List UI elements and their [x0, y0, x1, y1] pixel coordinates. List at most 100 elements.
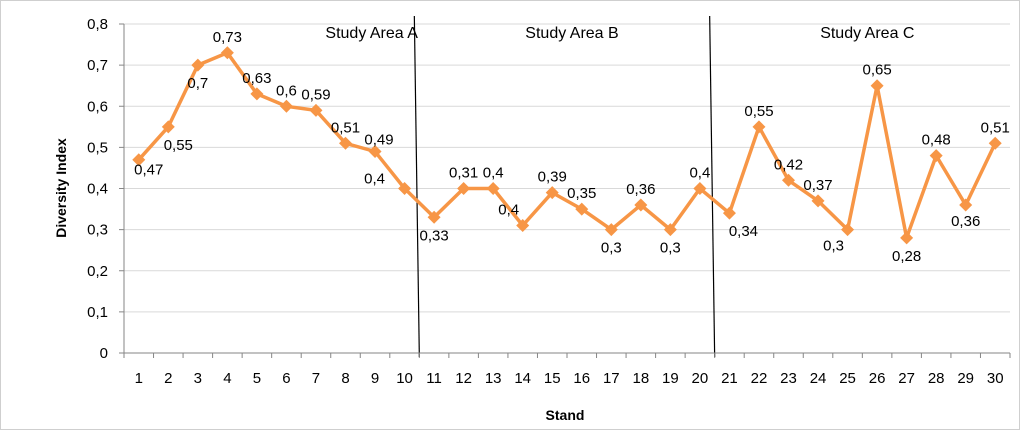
data-point [427, 210, 441, 224]
x-tick-label: 2 [164, 370, 172, 387]
data-point [575, 202, 589, 216]
x-tick-label: 12 [455, 370, 472, 387]
data-label: 0,65 [862, 62, 891, 79]
data-point [959, 198, 973, 212]
x-tick-label: 28 [928, 370, 945, 387]
data-point [782, 173, 795, 187]
x-tick-label: 23 [780, 370, 797, 387]
x-tick-label: 21 [721, 370, 738, 387]
x-tick-label: 11 [426, 370, 442, 387]
data-label: 0,31 [449, 165, 478, 182]
x-tick-label: 7 [312, 370, 320, 387]
data-label: 0,48 [922, 132, 951, 149]
data-label: 0,37 [803, 177, 832, 194]
data-point [486, 182, 500, 195]
x-tick-label: 8 [341, 370, 349, 387]
data-label: 0,35 [567, 185, 596, 202]
data-point [693, 182, 707, 195]
data-point [870, 79, 884, 93]
y-tick-label: 0,2 [87, 263, 108, 280]
data-label: 0,4 [364, 171, 385, 188]
data-point [929, 149, 943, 163]
data-point [841, 223, 855, 237]
y-axis-title: Diversity Index [53, 138, 69, 238]
data-label: 0,55 [164, 137, 193, 154]
data-point [161, 120, 175, 134]
data-label: 0,6 [276, 82, 297, 99]
y-tick-label: 0,4 [87, 181, 108, 198]
x-tick-label: 9 [371, 370, 379, 387]
data-label: 0,7 [187, 75, 208, 92]
x-tick-label: 19 [662, 370, 679, 387]
data-label: 0,4 [498, 202, 519, 219]
area-divider [709, 15, 716, 358]
data-label: 0,3 [660, 240, 681, 257]
data-label: 0,34 [729, 223, 758, 240]
area-divider [413, 15, 420, 358]
data-point [811, 194, 825, 208]
x-tick-label: 20 [692, 370, 709, 387]
x-tick-label: 10 [396, 370, 413, 387]
data-label: 0,3 [823, 238, 844, 255]
data-label: 0,39 [538, 169, 567, 186]
data-point [604, 223, 618, 237]
data-label: 0,33 [419, 227, 448, 244]
data-label: 0,3 [601, 240, 622, 257]
data-point [339, 136, 352, 150]
data-point [368, 144, 382, 158]
x-tick-label: 27 [898, 370, 915, 387]
data-label: 0,4 [483, 165, 504, 182]
data-point [191, 58, 205, 72]
study-area-label: Study Area A [325, 25, 418, 42]
y-tick-label: 0 [100, 345, 108, 362]
data-label: 0,28 [892, 248, 921, 265]
y-tick-label: 0,7 [87, 57, 108, 74]
x-tick-label: 6 [282, 370, 290, 387]
x-tick-label: 4 [223, 370, 231, 387]
data-point [634, 198, 648, 212]
data-label: 0,4 [689, 165, 710, 182]
x-tick-label: 14 [514, 370, 531, 387]
data-label: 0,51 [981, 119, 1010, 136]
study-area-label: Study Area C [820, 25, 914, 42]
y-tick-label: 0,1 [87, 304, 108, 321]
data-label: 0,51 [331, 119, 360, 136]
data-point [752, 120, 766, 134]
x-tick-label: 16 [573, 370, 590, 387]
x-tick-label: 1 [135, 370, 143, 387]
x-tick-label: 17 [603, 370, 620, 387]
x-tick-label: 22 [751, 370, 768, 387]
x-tick-label: 3 [194, 370, 202, 387]
x-tick-label: 29 [957, 370, 974, 387]
data-point [132, 153, 146, 167]
data-label: 0,49 [364, 131, 393, 148]
x-tick-label: 15 [544, 370, 561, 387]
data-point [988, 136, 1002, 150]
data-label: 0,73 [213, 29, 242, 46]
x-tick-label: 18 [632, 370, 649, 387]
data-point [220, 46, 234, 60]
study-area-label: Study Area B [525, 25, 618, 42]
data-label: 0,55 [744, 103, 773, 120]
x-tick-label: 5 [253, 370, 261, 387]
y-tick-label: 0,6 [87, 98, 108, 115]
data-point [545, 186, 559, 200]
x-tick-label: 25 [839, 370, 856, 387]
data-label: 0,59 [301, 86, 330, 103]
data-point [279, 99, 293, 113]
data-label: 0,36 [626, 181, 655, 198]
y-tick-label: 0,8 [87, 16, 108, 33]
data-point [663, 223, 677, 237]
x-tick-label: 26 [869, 370, 886, 387]
data-point [457, 182, 471, 195]
data-label: 0,42 [774, 156, 803, 173]
x-tick-label: 24 [810, 370, 827, 387]
data-point [516, 219, 530, 233]
x-axis-title: Stand [546, 407, 585, 423]
y-tick-label: 0,3 [87, 222, 108, 239]
series-line [137, 51, 997, 240]
y-tick-label: 0,5 [87, 139, 108, 156]
data-label: 0,36 [951, 213, 980, 230]
